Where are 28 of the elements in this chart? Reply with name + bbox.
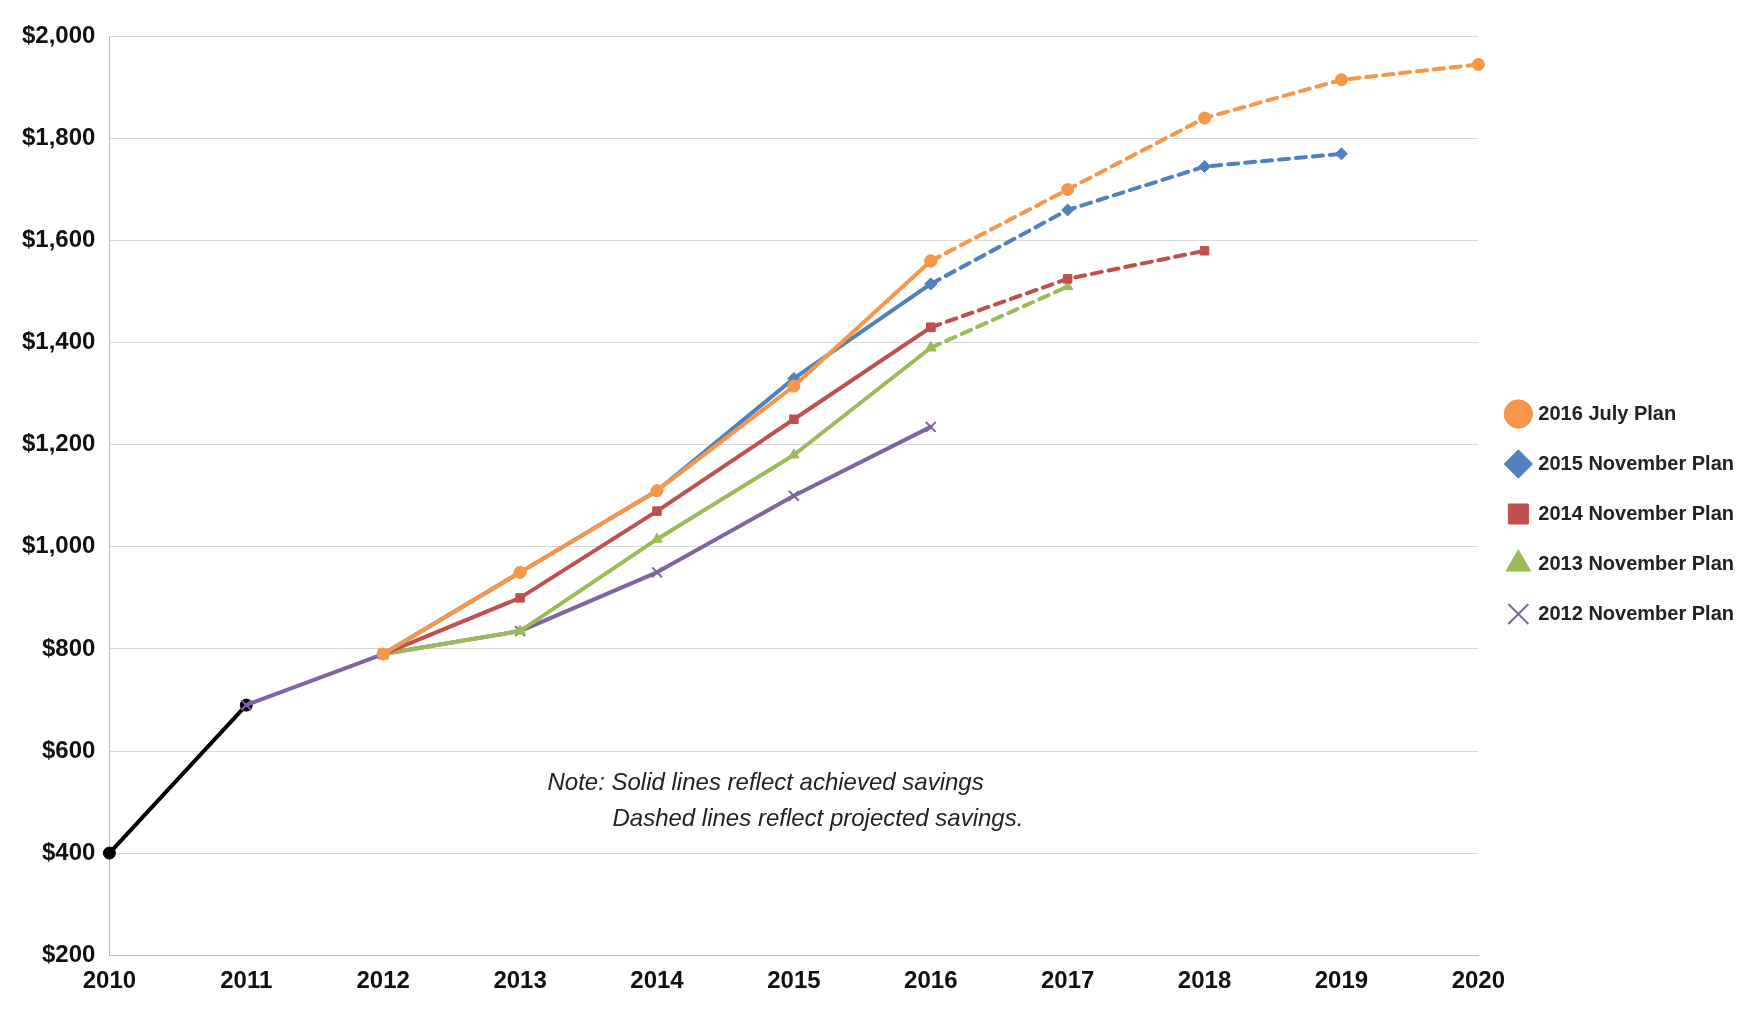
- y-tick-label: $1,200: [22, 429, 96, 457]
- x-tick-label: 2018: [1177, 966, 1232, 994]
- y-tick-label: $400: [42, 837, 96, 865]
- legend-label: 2012 November Plan: [1538, 601, 1734, 624]
- x-tick-label: 2012: [356, 966, 410, 994]
- y-tick-label: $1,000: [22, 531, 96, 559]
- legend-label: 2014 November Plan: [1538, 501, 1734, 524]
- legend-label: 2013 November Plan: [1538, 551, 1734, 574]
- x-tick-label: 2016: [904, 966, 958, 994]
- legend-label: 2016 July Plan: [1538, 401, 1677, 424]
- y-tick-label: $1,800: [22, 123, 96, 151]
- x-tick-label: 2019: [1314, 966, 1369, 994]
- y-tick-label: $800: [42, 633, 96, 661]
- x-tick-label: 2017: [1040, 966, 1095, 994]
- y-tick-label: $1,600: [22, 225, 96, 253]
- y-tick-label: $2,000: [22, 21, 96, 49]
- y-tick-label: $600: [42, 735, 96, 763]
- x-tick-label: 2010: [82, 966, 137, 994]
- x-tick-label: 2015: [767, 966, 821, 994]
- x-tick-label: 2013: [493, 966, 547, 994]
- x-tick-label: 2014: [630, 966, 685, 994]
- y-tick-label: $200: [42, 939, 96, 967]
- x-tick-label: 2020: [1451, 966, 1506, 994]
- annotation: Note: Solid lines reflect achieved savings: [547, 767, 984, 795]
- x-tick-label: 2011: [220, 966, 273, 994]
- annotation: Dashed lines reflect projected savings.: [612, 803, 1024, 831]
- y-tick-label: $1,400: [22, 327, 96, 355]
- legend-label: 2015 November Plan: [1538, 451, 1734, 474]
